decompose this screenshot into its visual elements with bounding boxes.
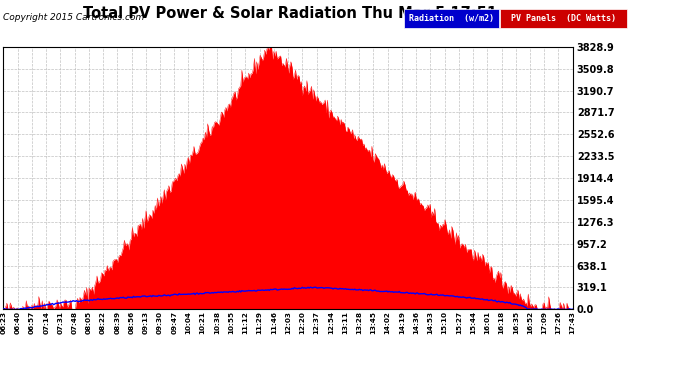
Text: PV Panels  (DC Watts): PV Panels (DC Watts) <box>511 14 616 23</box>
Text: Radiation  (w/m2): Radiation (w/m2) <box>408 14 494 23</box>
Text: Total PV Power & Solar Radiation Thu Mar 5 17:51: Total PV Power & Solar Radiation Thu Mar… <box>83 6 497 21</box>
Text: Copyright 2015 Cartronics.com: Copyright 2015 Cartronics.com <box>3 13 145 22</box>
